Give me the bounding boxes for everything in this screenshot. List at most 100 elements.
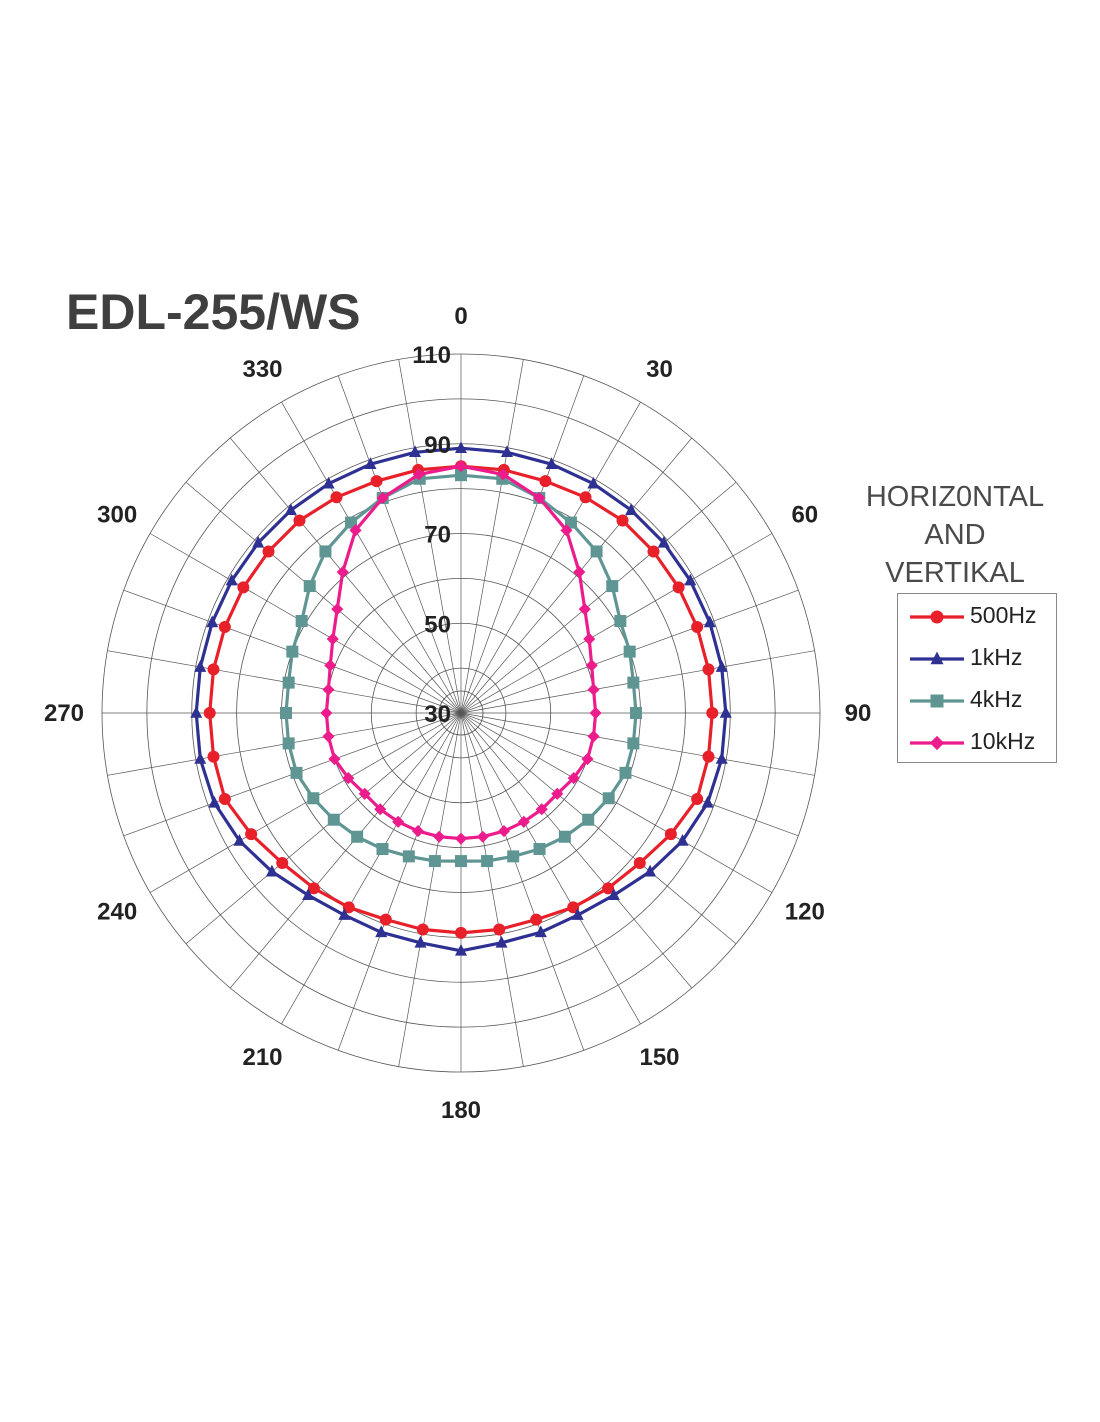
data-point xyxy=(364,457,377,470)
data-point xyxy=(330,491,343,504)
angle-tick-label: 300 xyxy=(97,502,137,529)
data-point xyxy=(507,850,520,863)
data-point xyxy=(375,925,388,938)
grid-spoke xyxy=(460,481,737,714)
data-point xyxy=(358,787,371,800)
series-10khz xyxy=(320,460,602,845)
data-point xyxy=(218,621,231,634)
grid-spoke xyxy=(229,712,462,989)
data-point xyxy=(715,660,728,672)
legend-swatch-1khz xyxy=(910,651,964,665)
legend-label: 500Hz xyxy=(970,602,1037,628)
data-point xyxy=(342,772,355,785)
series-layer xyxy=(190,441,732,956)
data-point xyxy=(539,475,552,488)
data-point xyxy=(282,737,295,750)
grid-spoke xyxy=(281,712,462,1025)
radial-tick-label: 110 xyxy=(412,342,451,369)
data-point xyxy=(481,855,494,868)
angle-tick-label: 330 xyxy=(242,356,282,383)
legend-item-10khz: 10kHz xyxy=(898,722,1058,764)
data-point xyxy=(295,615,308,628)
data-point xyxy=(558,830,571,843)
legend-swatch-500hz xyxy=(910,610,964,624)
data-point xyxy=(203,707,216,719)
data-point xyxy=(590,545,603,558)
legend-heading-line: HORIZ0NTAL xyxy=(865,481,1045,513)
legend-item-4khz: 4kHz xyxy=(898,680,1058,722)
data-point xyxy=(517,815,530,828)
legend-item-1khz: 1kHz xyxy=(898,638,1058,680)
data-point xyxy=(493,923,506,936)
data-point xyxy=(326,632,339,646)
data-point xyxy=(218,792,231,805)
data-point xyxy=(719,706,732,718)
legend-label: 10kHz xyxy=(970,728,1036,754)
data-point xyxy=(633,856,646,869)
grid-spoke xyxy=(460,712,641,1025)
data-point xyxy=(455,855,467,868)
legend-label: 1kHz xyxy=(970,644,1023,670)
data-point xyxy=(581,752,594,766)
grid-spoke xyxy=(229,437,462,714)
data-point xyxy=(545,457,558,470)
data-point xyxy=(929,735,945,751)
data-point xyxy=(702,663,715,676)
data-point xyxy=(454,460,468,473)
data-point xyxy=(930,610,944,624)
data-point xyxy=(338,908,351,920)
data-point xyxy=(571,908,584,920)
data-point xyxy=(930,694,944,708)
grid-spoke xyxy=(149,712,462,893)
data-point xyxy=(497,468,510,481)
grid-spoke xyxy=(398,712,462,1067)
data-point xyxy=(582,813,595,826)
data-point xyxy=(336,566,349,579)
data-point xyxy=(322,683,335,696)
data-point xyxy=(293,514,306,527)
data-point xyxy=(324,659,337,672)
data-point xyxy=(534,925,547,938)
grid-spoke xyxy=(460,437,693,714)
data-point xyxy=(190,706,203,718)
grid-spoke xyxy=(185,481,462,714)
data-point xyxy=(702,750,715,763)
series-4khz xyxy=(279,469,643,868)
grid-spoke xyxy=(460,401,641,714)
radial-tick-label: 50 xyxy=(424,611,451,638)
data-point xyxy=(573,566,586,579)
data-point xyxy=(290,766,303,779)
data-point xyxy=(703,615,716,628)
data-point xyxy=(455,441,467,454)
data-point xyxy=(319,545,332,558)
legend-heading-line: VERTIKAL xyxy=(885,557,1025,589)
data-point xyxy=(265,864,278,877)
data-point xyxy=(455,943,467,956)
data-point xyxy=(284,503,297,515)
series-1khz xyxy=(190,441,732,956)
chart-title: EDL-255/WS xyxy=(66,284,361,340)
legend-heading-line: AND xyxy=(924,519,986,551)
angle-tick-label: 120 xyxy=(785,899,825,926)
data-point xyxy=(533,491,546,504)
angle-tick-label: 60 xyxy=(791,502,818,529)
data-point xyxy=(331,603,344,616)
data-point xyxy=(322,730,335,743)
grid-spoke xyxy=(337,375,462,714)
data-point xyxy=(676,833,689,846)
data-point xyxy=(567,901,580,914)
data-point xyxy=(206,615,219,628)
grid-spoke xyxy=(398,359,462,714)
grid-spoke xyxy=(460,712,585,1051)
angle-tick-label: 0 xyxy=(454,303,467,330)
data-point xyxy=(607,888,620,900)
grid-spoke xyxy=(460,712,737,945)
data-point xyxy=(579,491,592,504)
data-point xyxy=(715,752,728,764)
data-point xyxy=(414,935,427,948)
data-point xyxy=(454,832,468,845)
data-point xyxy=(578,603,591,616)
data-point xyxy=(706,707,719,719)
angle-tick-label: 240 xyxy=(97,899,137,926)
